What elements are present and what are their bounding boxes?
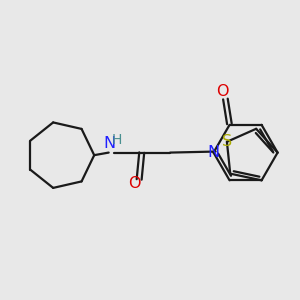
Text: H: H — [112, 133, 122, 147]
Text: S: S — [222, 134, 232, 149]
Text: N: N — [103, 136, 116, 151]
Text: O: O — [128, 176, 140, 191]
Text: N: N — [208, 145, 220, 160]
Text: O: O — [217, 84, 229, 99]
